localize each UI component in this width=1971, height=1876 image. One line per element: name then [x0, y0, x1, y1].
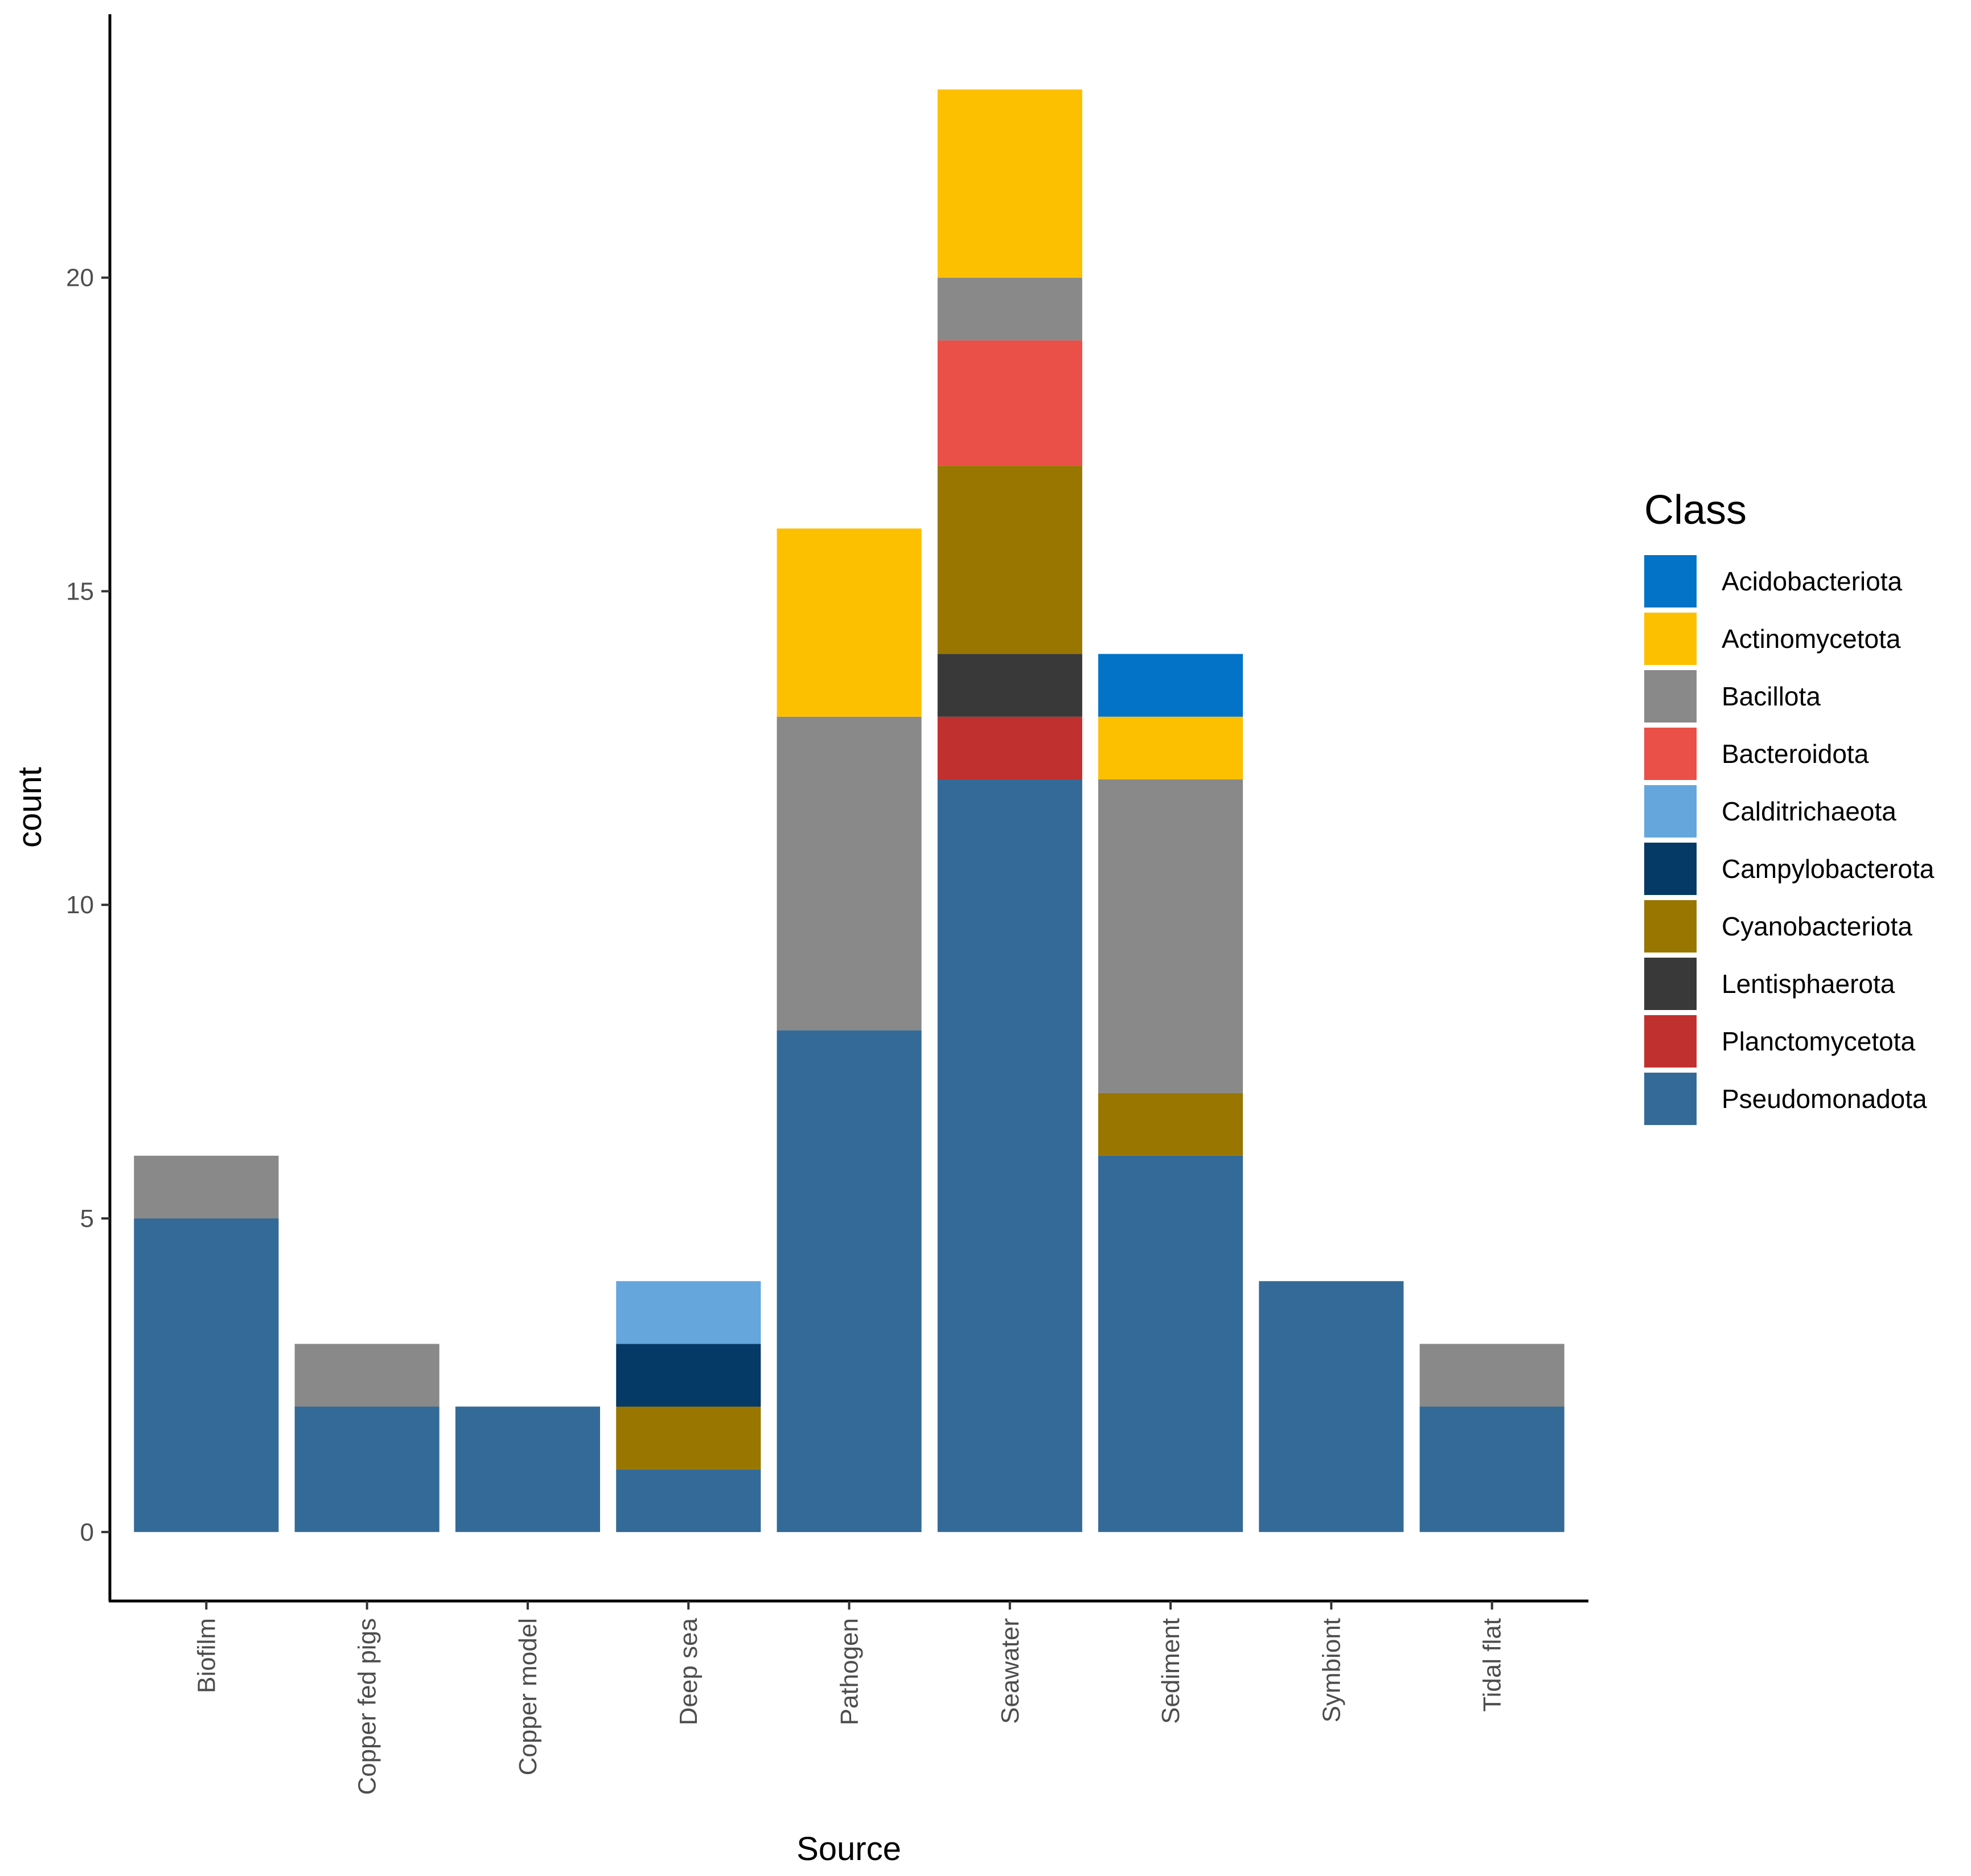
bar-seawater-planctomycetota	[937, 716, 1082, 779]
bar-sediment-actinomycetota	[1098, 716, 1243, 779]
legend-key-bacteroidota	[1644, 728, 1697, 780]
bar-copper-fed-pigs-bacillota	[294, 1344, 440, 1407]
bar-pathogen-bacillota	[777, 716, 922, 1031]
legend-key-pseudomonadota	[1644, 1073, 1697, 1125]
bar-biofilm-pseudomonadota	[134, 1218, 279, 1532]
x-tick-label-symbiont: Symbiont	[1317, 1618, 1345, 1722]
legend-label-actinomycetota: Actinomycetota	[1722, 624, 1901, 654]
x-tick-label-tidal-flat: Tidal flat	[1479, 1618, 1506, 1712]
legend-label-campylobacterota: Campylobacterota	[1722, 854, 1935, 884]
bar-seawater-lentisphaerota	[937, 654, 1082, 717]
legend-label-cyanobacteriota: Cyanobacteriota	[1722, 912, 1912, 941]
legend-label-pseudomonadota: Pseudomonadota	[1722, 1084, 1927, 1114]
y-tick-label: 20	[66, 264, 94, 292]
bar-tidal-flat-pseudomonadota	[1419, 1406, 1565, 1532]
bar-tidal-flat-bacillota	[1419, 1344, 1565, 1407]
legend-key-calditrichaeota	[1644, 785, 1697, 838]
x-tick-label-sediment: Sediment	[1157, 1618, 1185, 1724]
bar-deep-sea-calditrichaeota	[616, 1281, 761, 1344]
bar-symbiont-pseudomonadota	[1259, 1281, 1404, 1532]
legend-label-bacillota: Bacillota	[1722, 682, 1821, 711]
x-tick-label-copper-fed-pigs: Copper fed pigs	[354, 1618, 381, 1795]
bar-seawater-actinomycetota	[937, 89, 1082, 278]
legend-key-lentisphaerota	[1644, 958, 1697, 1010]
legend-key-acidobacteriota	[1644, 555, 1697, 607]
bar-copper-fed-pigs-pseudomonadota	[294, 1406, 440, 1532]
bar-sediment-pseudomonadota	[1098, 1155, 1243, 1532]
legend-label-planctomycetota: Planctomycetota	[1722, 1027, 1915, 1056]
legend-key-actinomycetota	[1644, 613, 1697, 665]
bar-sediment-cyanobacteriota	[1098, 1093, 1243, 1156]
legend-label-acidobacteriota: Acidobacteriota	[1722, 567, 1902, 596]
x-tick-label-deep-sea: Deep sea	[675, 1618, 703, 1725]
legend-key-cyanobacteriota	[1644, 900, 1697, 953]
legend-label-calditrichaeota: Calditrichaeota	[1722, 797, 1896, 826]
x-tick-label-pathogen: Pathogen	[836, 1618, 864, 1725]
bars-layer	[134, 89, 1565, 1532]
x-tick-label-biofilm: Biofilm	[192, 1618, 220, 1693]
x-ticks: Biofilm Copper fed pigs Copper model Deep s…	[192, 1601, 1506, 1795]
legend: Class Acidobacteriota Actinomycetota Bacil…	[1644, 487, 1935, 1125]
bar-deep-sea-campylobacterota	[616, 1344, 761, 1407]
legend-label-bacteroidota: Bacteroidota	[1722, 739, 1869, 769]
x-tick-label-copper-model: Copper model	[514, 1618, 542, 1775]
bar-pathogen-actinomycetota	[777, 528, 922, 717]
bar-seawater-bacillota	[937, 277, 1082, 340]
x-tick-label-seawater: Seawater	[996, 1618, 1024, 1724]
legend-key-campylobacterota	[1644, 843, 1697, 895]
x-axis-title: Source	[796, 1830, 901, 1867]
bar-sediment-acidobacteriota	[1098, 654, 1243, 717]
y-axis-title: count	[11, 767, 48, 848]
bar-deep-sea-cyanobacteriota	[616, 1406, 761, 1469]
bar-deep-sea-pseudomonadota	[616, 1469, 761, 1532]
bar-seawater-bacteroidota	[937, 340, 1082, 466]
legend-title: Class	[1644, 487, 1747, 533]
legend-key-planctomycetota	[1644, 1015, 1697, 1068]
bar-seawater-pseudomonadota	[937, 779, 1082, 1532]
y-tick-label: 15	[66, 577, 94, 605]
y-ticks: 0 5 10 15 20	[66, 264, 110, 1546]
bar-sediment-bacillota	[1098, 779, 1243, 1093]
y-tick-label: 5	[80, 1205, 94, 1233]
bar-copper-model-pseudomonadota	[455, 1406, 600, 1532]
bar-seawater-cyanobacteriota	[937, 466, 1082, 654]
bar-pathogen-pseudomonadota	[777, 1030, 922, 1532]
legend-key-bacillota	[1644, 670, 1697, 723]
bar-biofilm-bacillota	[134, 1155, 279, 1219]
legend-label-lentisphaerota: Lentisphaerota	[1722, 969, 1895, 999]
y-tick-label: 10	[66, 891, 94, 919]
y-tick-label: 0	[80, 1518, 94, 1546]
